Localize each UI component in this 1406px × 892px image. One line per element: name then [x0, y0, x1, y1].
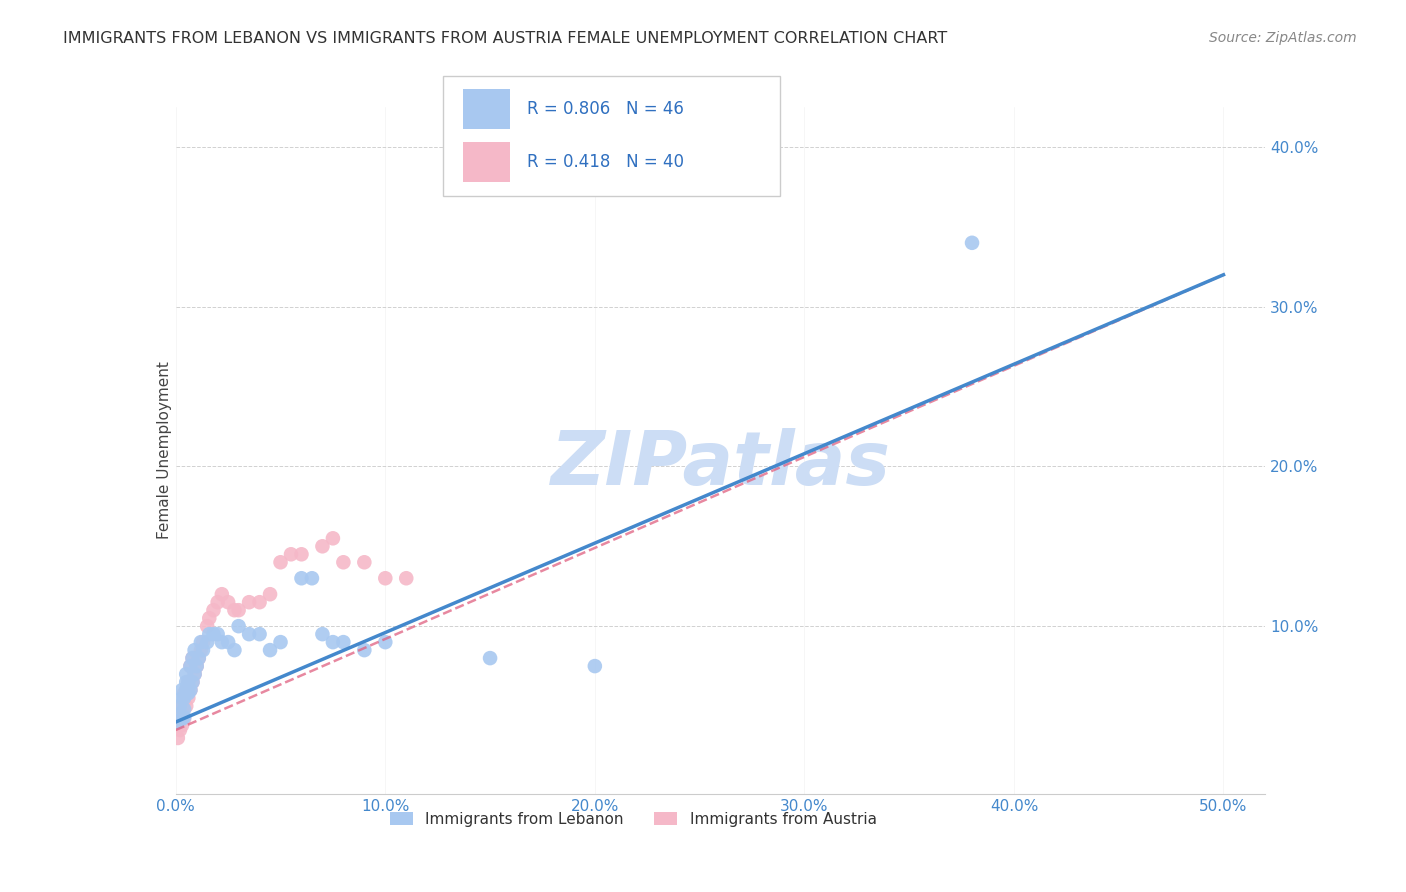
Point	[173, 702, 195, 716]
Text: R = 0.806   N = 46: R = 0.806 N = 46	[527, 100, 685, 118]
Text: IMMIGRANTS FROM LEBANON VS IMMIGRANTS FROM AUSTRIA FEMALE UNEMPLOYMENT CORRELATI: IMMIGRANTS FROM LEBANON VS IMMIGRANTS FR…	[63, 31, 948, 46]
Point	[270, 555, 292, 569]
Point	[311, 539, 333, 553]
Point	[238, 627, 260, 641]
Point	[228, 603, 250, 617]
Point	[173, 686, 195, 700]
Point	[191, 635, 214, 649]
Point	[174, 699, 197, 714]
Point	[166, 714, 188, 729]
Point	[211, 635, 233, 649]
Point	[169, 723, 191, 737]
Point	[177, 675, 200, 690]
Point	[170, 712, 193, 726]
FancyBboxPatch shape	[463, 142, 510, 182]
Point	[183, 667, 205, 681]
Point	[479, 651, 502, 665]
Point	[177, 686, 200, 700]
Point	[169, 699, 191, 714]
Point	[179, 683, 201, 698]
Text: Source: ZipAtlas.com: Source: ZipAtlas.com	[1209, 31, 1357, 45]
Point	[183, 667, 205, 681]
Point	[290, 571, 312, 585]
Point	[217, 635, 239, 649]
Point	[332, 555, 354, 569]
Point	[202, 603, 225, 617]
Point	[332, 635, 354, 649]
Point	[290, 547, 312, 561]
Point	[228, 619, 250, 633]
Point	[311, 627, 333, 641]
Point	[177, 675, 200, 690]
Point	[190, 643, 212, 657]
Point	[249, 595, 271, 609]
Y-axis label: Female Unemployment: Female Unemployment	[157, 361, 172, 540]
Point	[181, 651, 204, 665]
Point	[170, 683, 193, 698]
Point	[353, 555, 375, 569]
Point	[374, 571, 396, 585]
Point	[322, 635, 344, 649]
Point	[960, 235, 983, 250]
Point	[207, 595, 229, 609]
Point	[322, 531, 344, 545]
Text: R = 0.418   N = 40: R = 0.418 N = 40	[527, 153, 685, 171]
Point	[374, 635, 396, 649]
Point	[173, 712, 195, 726]
Point	[207, 627, 229, 641]
Point	[181, 675, 204, 690]
Point	[170, 718, 193, 732]
Point	[170, 691, 193, 706]
Point	[179, 683, 201, 698]
Point	[173, 691, 195, 706]
Point	[170, 699, 193, 714]
Point	[270, 635, 292, 649]
Point	[169, 706, 191, 721]
Legend: Immigrants from Lebanon, Immigrants from Austria: Immigrants from Lebanon, Immigrants from…	[382, 804, 884, 834]
Point	[259, 643, 281, 657]
FancyBboxPatch shape	[463, 89, 510, 128]
Point	[198, 611, 221, 625]
Point	[198, 627, 221, 641]
Point	[301, 571, 323, 585]
Point	[174, 667, 197, 681]
FancyBboxPatch shape	[443, 76, 780, 196]
Point	[186, 659, 208, 673]
Point	[195, 635, 218, 649]
Point	[395, 571, 418, 585]
Point	[179, 659, 201, 673]
Point	[169, 706, 191, 721]
Point	[174, 683, 197, 698]
Point	[187, 651, 209, 665]
Point	[187, 651, 209, 665]
Point	[177, 691, 200, 706]
Point	[217, 595, 239, 609]
Point	[183, 643, 205, 657]
Point	[186, 659, 208, 673]
Point	[190, 635, 212, 649]
Point	[211, 587, 233, 601]
Point	[174, 675, 197, 690]
Point	[259, 587, 281, 601]
Text: ZIPatlas: ZIPatlas	[551, 427, 890, 500]
Point	[181, 675, 204, 690]
Point	[181, 651, 204, 665]
Point	[195, 619, 218, 633]
Point	[173, 710, 195, 724]
Point	[353, 643, 375, 657]
Point	[179, 659, 201, 673]
Point	[224, 643, 246, 657]
Point	[202, 627, 225, 641]
Point	[238, 595, 260, 609]
Point	[583, 659, 606, 673]
Point	[191, 643, 214, 657]
Point	[174, 683, 197, 698]
Point	[224, 603, 246, 617]
Point	[166, 731, 188, 745]
Point	[249, 627, 271, 641]
Point	[280, 547, 302, 561]
